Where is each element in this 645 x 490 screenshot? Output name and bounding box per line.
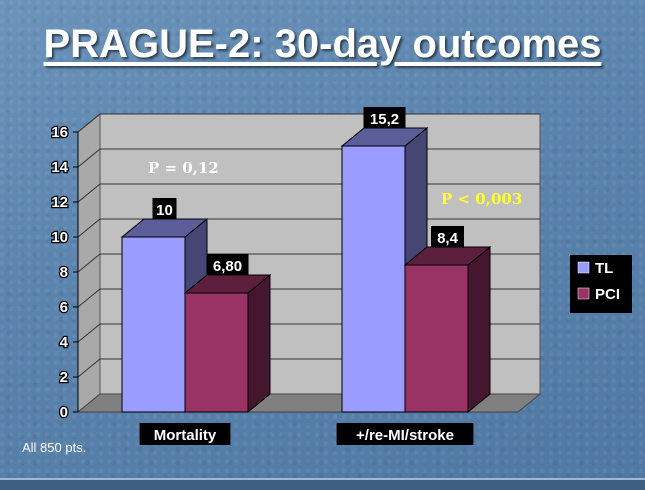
- data-label-box: [152, 198, 177, 219]
- y-tick-label: 14: [51, 159, 68, 176]
- y-tick-label: 4: [60, 334, 69, 351]
- legend-label-pci: PCI: [595, 286, 620, 303]
- y-tick-label: 12: [51, 194, 68, 211]
- bar-front: [121, 236, 186, 413]
- legend-label-tl: TL: [595, 260, 613, 277]
- bottom-divider: [0, 478, 645, 490]
- data-label: 8,4: [437, 230, 459, 247]
- legend-swatch-tl: [577, 261, 590, 274]
- y-tick-label: 0: [60, 404, 68, 421]
- y-tick-label: 8: [60, 264, 68, 281]
- legend-swatch-pci: [577, 287, 590, 300]
- data-label-box: [363, 107, 406, 128]
- chart-annotations: P = 0,12 P < 0,003: [148, 159, 522, 208]
- category-label-box: [139, 423, 231, 445]
- p-value-mortality: P = 0,12: [148, 159, 219, 177]
- category-label: +/re-MI/stroke: [356, 427, 454, 444]
- data-label-box: [431, 226, 464, 247]
- data-label-box: [206, 254, 249, 275]
- slide-title: PRAGUE-2: 30-day outcomes: [43, 22, 602, 66]
- bar-side: [467, 245, 491, 414]
- y-tick-label: 6: [60, 299, 68, 316]
- y-axis: 0 2 4 6 8 10 12 14 16: [50, 123, 79, 422]
- bar-front: [404, 264, 469, 413]
- data-label: 10: [156, 202, 173, 219]
- data-label: 6,80: [213, 258, 242, 275]
- footnote: All 850 pts.: [22, 440, 87, 455]
- x-axis: Mortality +/re-MI/stroke: [139, 423, 474, 445]
- category-label: Mortality: [154, 427, 217, 444]
- y-tick-label: 2: [60, 369, 68, 386]
- bar-pci-1: 8,4: [403, 226, 492, 414]
- chart-bars: 10 15,2 6,80 8,4: [120, 107, 492, 414]
- y-tick-label: 10: [51, 229, 68, 246]
- data-label: 15,2: [370, 111, 399, 128]
- p-value-composite: P < 0,003: [441, 190, 522, 208]
- bar-pci-0: 6,80: [183, 254, 272, 414]
- chart-legend: TL PCI: [570, 255, 632, 313]
- bar-front: [184, 292, 249, 413]
- bar-side: [247, 273, 271, 414]
- category-label-box: [336, 423, 474, 445]
- bar-front: [341, 145, 406, 413]
- y-tick-label: 16: [51, 124, 68, 141]
